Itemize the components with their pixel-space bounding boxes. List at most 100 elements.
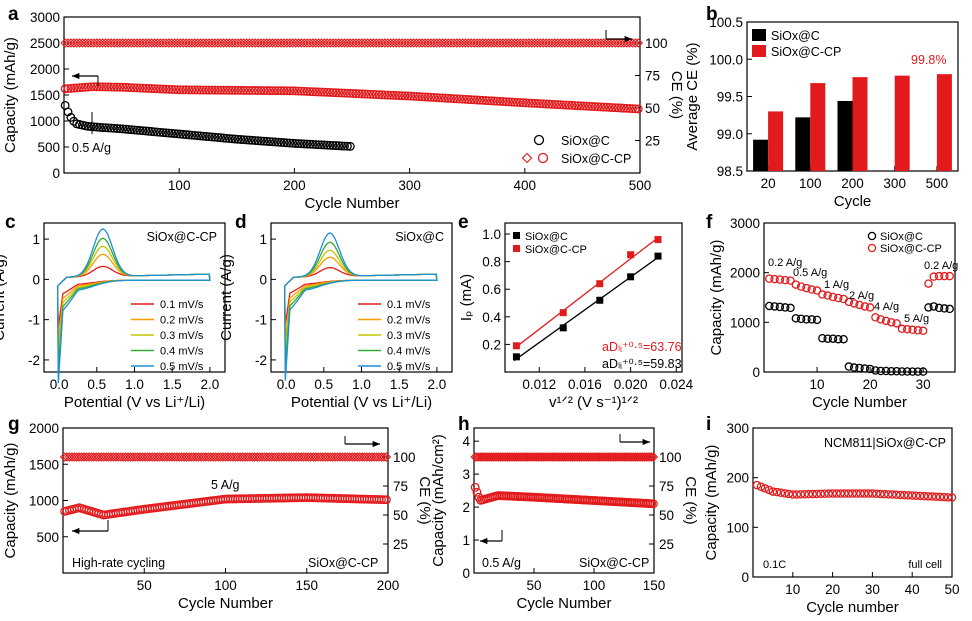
capacity-point-cp-a <box>121 82 131 92</box>
ce-point-a <box>613 38 623 48</box>
annotation-rate-f: 4 A/g <box>874 301 899 313</box>
capacity-point-i <box>864 489 873 498</box>
legend-marker-e <box>513 245 520 252</box>
capacity-point-cp-a <box>60 84 70 94</box>
annotation-material-g: SiOx@C-CP <box>308 556 378 570</box>
capacity-point-cp-a <box>308 87 318 97</box>
ce-point-a <box>477 38 488 48</box>
capacity-point-cp-a <box>155 84 165 94</box>
point-f <box>908 367 917 376</box>
capacity-point-i <box>796 490 806 499</box>
capacity-point-cp-a <box>469 95 479 105</box>
capacity-point-cp-a <box>198 85 208 95</box>
point-f <box>802 283 811 293</box>
capacity-point-c-a <box>325 140 335 150</box>
ce-point-a <box>178 38 189 48</box>
point-f <box>929 272 939 281</box>
ce-point-a <box>333 38 344 48</box>
point-f <box>812 286 822 295</box>
capacity-point-cp-a <box>527 98 537 108</box>
capacity-point-cp-a <box>449 94 459 104</box>
capacity-point-cp-a <box>587 102 597 111</box>
ce-point-a <box>273 38 284 48</box>
capacity-point-i <box>896 490 905 500</box>
point-f <box>780 275 790 285</box>
capacity-point-cp-a <box>524 98 534 108</box>
ce-point-a <box>452 38 462 48</box>
capacity-point-i <box>911 491 921 500</box>
capacity-point-c-a <box>233 134 243 144</box>
legend-label-d: 0.5 mV/s <box>387 361 431 373</box>
capacity-point-c-a <box>227 134 237 144</box>
point-f <box>786 276 795 285</box>
ce-point-g <box>379 452 389 462</box>
ce-point-a <box>524 38 534 48</box>
ce-point-a <box>169 38 180 48</box>
capacity-point-i <box>856 489 865 498</box>
ce-point-h <box>648 452 659 462</box>
ce-point-a <box>431 38 442 48</box>
x-tick-label-h: 50 <box>526 578 541 593</box>
capacity-point-c-a <box>190 130 200 140</box>
capacity-point-c-a <box>184 130 194 140</box>
capacity-point-cp-a <box>397 91 407 101</box>
ce-point-a <box>475 38 485 48</box>
capacity-point-cp-a <box>311 87 321 97</box>
point-f <box>908 325 917 335</box>
capacity-point-c-a <box>342 141 352 151</box>
y-tick-label-i: 300 <box>726 421 749 436</box>
ce-point-a <box>598 38 609 48</box>
y-tick-label-d: 1 <box>259 232 267 247</box>
ce-point-a <box>357 38 367 48</box>
point-f <box>887 318 896 327</box>
capacity-point-c-a <box>242 135 252 145</box>
ce-point-a <box>207 38 217 48</box>
panel-label-c: c <box>5 212 16 233</box>
ce-point-a <box>117 38 128 48</box>
y-axis-label-f: Capacity (mAh/g) <box>708 240 725 356</box>
capacity-point-cp-a <box>599 102 609 112</box>
y-tick-label-e: 0.8 <box>482 255 501 270</box>
x-tick-label-e: 0.020 <box>614 377 648 392</box>
point-e <box>559 309 567 317</box>
x-tick-label-f: 10 <box>810 377 825 392</box>
y2-tick-label-g: 25 <box>393 537 408 552</box>
y2-tick-label-g: 100 <box>393 450 416 465</box>
capacity-point-cp-a <box>509 97 519 107</box>
ce-point-a <box>564 38 574 48</box>
capacity-point-c-a <box>112 124 122 133</box>
point-f <box>945 304 954 314</box>
y-axis-label-g: Capacity (mAh/g) <box>2 443 19 559</box>
capacity-point-c-a <box>144 126 154 136</box>
capacity-point-c-a <box>141 126 151 136</box>
y2-tick-label-g: 75 <box>393 479 408 494</box>
capacity-point-cp-a <box>455 94 465 104</box>
capacity-point-c-a <box>319 140 329 150</box>
capacity-point-c-a <box>109 123 119 133</box>
capacity-point-cp-a <box>342 88 352 98</box>
ce-point-a <box>86 38 96 48</box>
capacity-point-c-a <box>138 126 148 136</box>
ce-point-a <box>593 38 603 48</box>
panel-label-i: i <box>706 414 711 435</box>
y-tick-label-a: 0 <box>52 166 60 181</box>
capacity-point-cp-a <box>354 89 364 99</box>
capacity-point-cp-a <box>368 89 378 99</box>
ce-point-a <box>336 38 347 48</box>
x-tick-label-c: 1.5 <box>163 377 182 392</box>
point-f <box>924 303 933 312</box>
legend-marker-e <box>513 232 520 239</box>
legend-marker-c-a <box>533 134 545 146</box>
capacity-point-cp-a <box>489 96 499 106</box>
capacity-point-i <box>844 489 853 498</box>
point-f <box>818 333 827 343</box>
capacity-point-cp-a <box>498 97 508 106</box>
point-f <box>849 363 859 372</box>
x-axis-label-e: v¹ᐟ² (V s⁻¹)¹ᐟ² <box>549 394 638 411</box>
x-tick-label-a: 200 <box>283 178 306 193</box>
ce-point-a <box>411 38 422 48</box>
y2-axis-label-a: CE (%) <box>668 71 685 119</box>
capacity-point-i <box>943 493 953 502</box>
x-tick-label-i: 30 <box>865 582 880 597</box>
point-f <box>934 271 944 281</box>
